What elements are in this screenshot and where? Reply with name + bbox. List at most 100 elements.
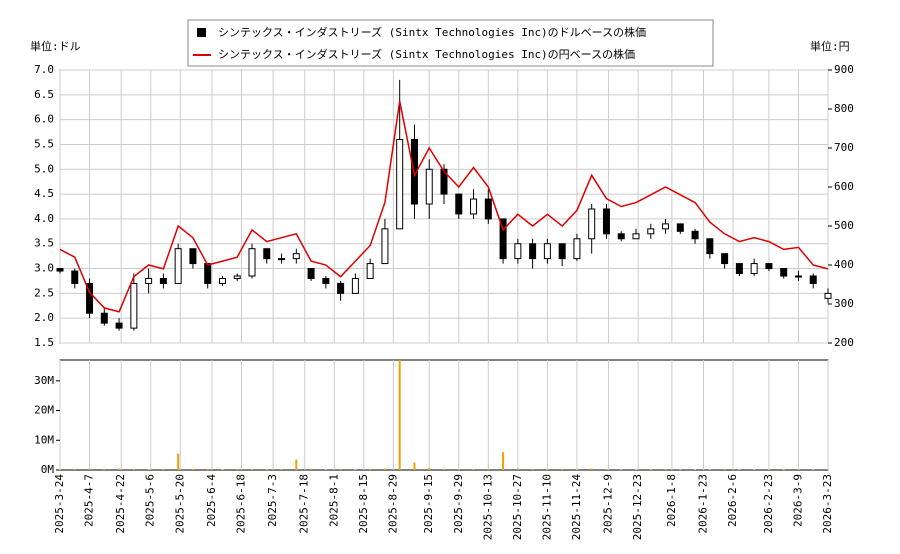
x-tick-label: 2025-6-4 — [205, 474, 218, 527]
price-line — [59, 101, 829, 313]
x-tick-label: 2025-3-24 — [53, 474, 66, 534]
x-tick-label: 2025-8-1 — [327, 474, 340, 527]
candle-body — [543, 243, 551, 260]
volume-bar — [310, 468, 313, 470]
candle-body — [647, 228, 655, 235]
candle-body — [588, 208, 596, 240]
candle-body — [529, 243, 537, 260]
x-tick-label: 2025-12-9 — [602, 474, 615, 534]
volume-bar — [664, 469, 667, 470]
y-axis-label: 単位:ドル — [30, 39, 81, 53]
volume-bar — [88, 468, 91, 470]
x-tick-label: 2026-3-9 — [791, 474, 804, 527]
candle-body — [145, 277, 153, 284]
candle-body — [278, 258, 286, 261]
volume-bar — [812, 469, 815, 470]
x-tick-label: 2025-11-10 — [540, 474, 553, 540]
candle-body — [721, 253, 729, 265]
y2-tick-label: 300 — [834, 297, 854, 310]
candle-body — [396, 138, 404, 230]
candle-body — [233, 275, 241, 279]
volume-bar — [132, 469, 135, 470]
volume-bar — [118, 468, 121, 470]
x-tick-label: 2026-2-6 — [726, 474, 739, 527]
candle-body — [824, 292, 832, 299]
x-tick-label: 2025-8-15 — [357, 474, 370, 534]
volume-bar — [369, 469, 372, 470]
candle-body — [189, 248, 197, 265]
y-tick-label: 10M — [34, 433, 54, 446]
volume-bar — [324, 469, 327, 470]
volume-bar — [59, 469, 61, 470]
y-tick-label: 0M — [41, 463, 55, 476]
volume-bar — [73, 469, 76, 470]
candle-body — [71, 270, 79, 284]
x-tick-label: 2025-10-13 — [481, 474, 494, 540]
candle-body — [632, 233, 640, 240]
volume-bar — [177, 453, 180, 470]
y2-axis-label: 単位:円 — [810, 39, 850, 53]
volume-bar — [694, 469, 697, 470]
y-tick-label: 6.5 — [34, 88, 54, 101]
volume-bar — [797, 469, 800, 470]
candle-body — [322, 277, 330, 284]
volume-bar — [428, 468, 431, 470]
candle-body — [100, 312, 108, 324]
legend-label: シンテックス・インダストリーズ (Sintx Technologies Inc)… — [218, 25, 646, 39]
legend-marker — [197, 28, 206, 37]
candle-body — [351, 277, 359, 294]
candle-body — [691, 230, 699, 240]
y2-tick-label: 800 — [834, 102, 854, 115]
legend-box — [187, 19, 714, 67]
y-tick-label: 6.0 — [34, 113, 54, 126]
volume-bar — [103, 469, 106, 470]
volume-bar — [679, 469, 682, 470]
y2-tick-label: 500 — [834, 219, 854, 232]
x-tick-label: 2025-9-29 — [452, 474, 465, 534]
x-tick-label: 2025-6-18 — [234, 474, 247, 534]
volume-bar — [546, 469, 549, 470]
volume-bar — [265, 469, 268, 470]
candle-body — [780, 268, 788, 277]
y2-tick-label: 600 — [834, 180, 854, 193]
candle-body — [662, 223, 670, 230]
x-tick-label: 2025-7-3 — [266, 474, 279, 527]
volume-bar — [383, 468, 386, 470]
volume-bar — [561, 469, 564, 470]
price-frame — [59, 69, 829, 344]
candle-body — [809, 275, 817, 284]
candle-body — [514, 243, 522, 260]
y2-tick-label: 700 — [834, 141, 854, 154]
volume-bar — [162, 469, 165, 470]
volume-bar — [487, 468, 490, 470]
candle-body — [558, 243, 566, 260]
x-tick-label: 2026-1-23 — [697, 474, 710, 534]
x-tick-label: 2025-4-22 — [114, 474, 127, 534]
legend: シンテックス・インダストリーズ (Sintx Technologies Inc)… — [187, 19, 714, 67]
y-tick-label: 2.0 — [34, 311, 54, 324]
volume-bar — [236, 469, 239, 470]
x-tick-label: 2025-10-27 — [511, 474, 524, 540]
volume-bar — [339, 469, 342, 470]
candle-body — [115, 322, 123, 329]
candle-body — [86, 282, 94, 314]
volume-bar — [251, 469, 253, 470]
volume-bar — [723, 469, 726, 470]
candle-body — [174, 248, 182, 284]
x-tick-label: 2025-5-20 — [173, 474, 186, 534]
x-tick-label: 2026-2-23 — [762, 474, 775, 534]
volume-bar — [635, 469, 637, 470]
candle-body — [248, 248, 256, 277]
volume-bar — [753, 469, 756, 470]
y-tick-label: 3.0 — [34, 262, 54, 275]
candle-body — [218, 277, 226, 284]
x-tick-label: 2025-11-24 — [570, 474, 583, 541]
volume-bar — [221, 469, 224, 470]
x-tick-label: 2025-8-29 — [386, 474, 399, 534]
volume-bar — [457, 469, 460, 470]
candle-body — [307, 268, 315, 279]
x-tick-label: 2026-3-23 — [821, 474, 834, 534]
x-tick-label: 2025-4-7 — [83, 474, 96, 527]
candle-body — [263, 248, 271, 260]
